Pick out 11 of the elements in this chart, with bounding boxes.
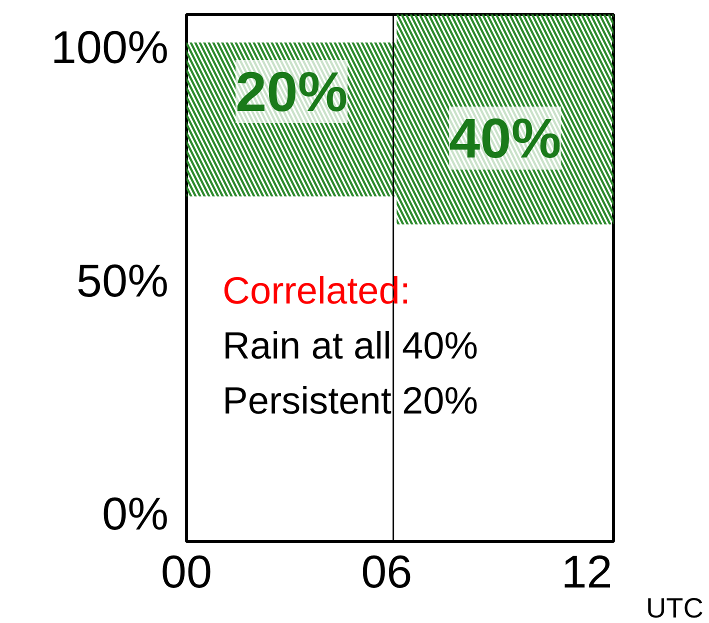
annotation: 20% xyxy=(236,60,348,123)
x-tick-label: 06 xyxy=(361,546,412,598)
annotation: 40% xyxy=(449,106,562,170)
y-tick-label: 50% xyxy=(76,254,169,306)
y-tick-label: 0% xyxy=(102,488,168,540)
x-tick-label: 00 xyxy=(160,546,212,598)
y-tick-label: 100% xyxy=(50,21,169,74)
annotation: Persistent 20% xyxy=(222,380,478,422)
x-axis-title: UTC xyxy=(646,592,704,623)
annotation: Rain at all 40% xyxy=(222,326,478,368)
x-tick-label: 12 xyxy=(561,546,612,598)
